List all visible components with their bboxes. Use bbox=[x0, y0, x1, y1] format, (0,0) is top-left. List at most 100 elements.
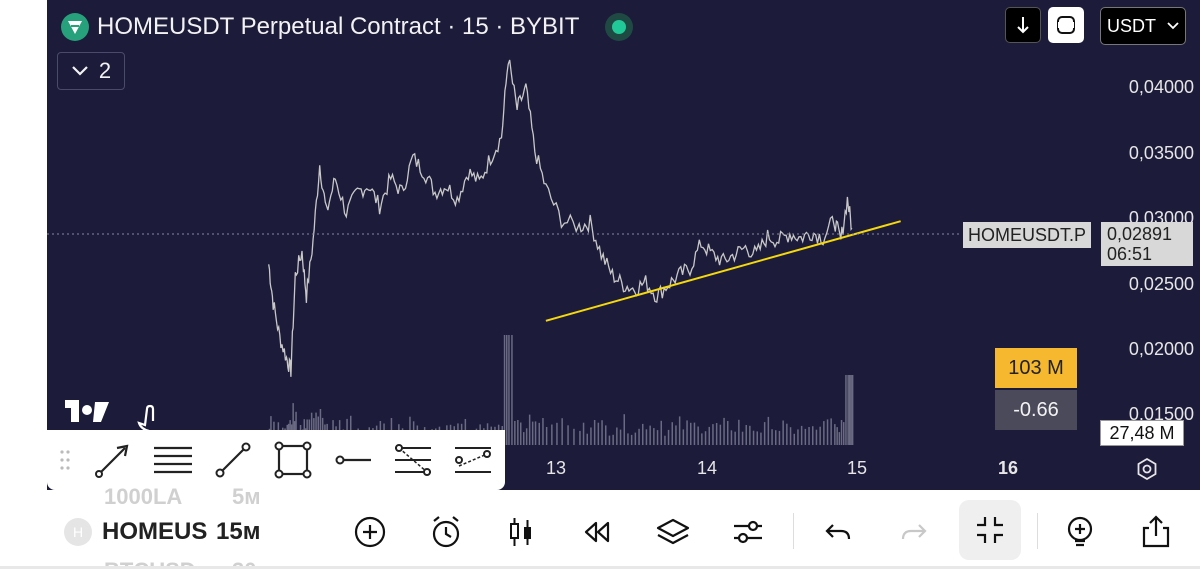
volume-bar bbox=[752, 430, 755, 445]
currency-value: USDT bbox=[1107, 15, 1156, 36]
chevron-down-icon bbox=[1167, 22, 1179, 30]
candlestick-icon bbox=[510, 518, 531, 546]
share-button[interactable] bbox=[1136, 512, 1176, 552]
symbol-picker[interactable]: H HOMEUS 15м bbox=[64, 518, 260, 546]
bottom-border bbox=[0, 566, 1200, 569]
chart-title-text: HOMEUSDT Perpetual Contract · 15 · BYBIT bbox=[97, 13, 580, 40]
line-segment-icon bbox=[215, 442, 251, 478]
change-tag: -0.66 bbox=[995, 390, 1077, 430]
volume-bar bbox=[763, 422, 766, 445]
replay-button[interactable] bbox=[577, 512, 617, 552]
price-series-line bbox=[268, 59, 853, 377]
redo-button[interactable] bbox=[894, 512, 934, 552]
volume-bar bbox=[619, 429, 622, 445]
volume-bar bbox=[708, 426, 710, 445]
volume-bar bbox=[630, 434, 633, 445]
drawing-toolbar bbox=[47, 430, 505, 490]
volume-bar bbox=[771, 429, 773, 445]
volume-bar bbox=[514, 421, 516, 445]
time-axis-label-bold: 16 bbox=[998, 458, 1019, 478]
symbol-name: HOMEUS bbox=[102, 518, 208, 545]
time-axis-label: 14 bbox=[697, 458, 718, 478]
volume-bar bbox=[838, 432, 841, 445]
layers-button[interactable] bbox=[653, 512, 693, 552]
volume-bar bbox=[561, 418, 563, 445]
fullscreen-button[interactable] bbox=[1048, 7, 1084, 43]
ideas-button[interactable] bbox=[1060, 512, 1100, 552]
line-segment-tool[interactable] bbox=[203, 436, 263, 484]
parallel-channel-tool[interactable] bbox=[443, 436, 503, 484]
volume-bar bbox=[782, 420, 784, 445]
volume-bar bbox=[697, 426, 699, 445]
volume-bar bbox=[503, 335, 506, 445]
hand-cursor-icon bbox=[137, 404, 155, 433]
price-axis-label: 0,02000 bbox=[1128, 339, 1194, 359]
market-status-icon[interactable] bbox=[605, 13, 634, 41]
volume-bar bbox=[678, 416, 681, 445]
volume-bar bbox=[605, 425, 607, 445]
ghost-symbol-below: BTCUSD bbox=[104, 558, 206, 569]
volume-bar bbox=[701, 433, 703, 445]
volume-bar bbox=[767, 416, 770, 445]
volume-bar bbox=[660, 420, 662, 445]
volume-bar bbox=[638, 428, 640, 445]
currency-select[interactable]: USDT bbox=[1100, 7, 1186, 45]
bar-countdown: 06:51 bbox=[1107, 244, 1153, 264]
layers-icon bbox=[656, 518, 690, 545]
volume-bar bbox=[738, 419, 740, 445]
volume-bar bbox=[542, 418, 544, 445]
ghost-interval-below: 30м bbox=[232, 558, 273, 569]
volume-bar bbox=[517, 420, 519, 445]
volume-bar bbox=[797, 429, 799, 445]
chart-title[interactable]: HOMEUSDT Perpetual Contract · 15 · BYBIT bbox=[61, 12, 634, 42]
arrow-down-icon bbox=[1017, 17, 1029, 34]
volume-bar bbox=[612, 434, 614, 445]
volume-bar bbox=[727, 421, 729, 445]
rectangle-tool[interactable] bbox=[263, 436, 323, 484]
time-axis-label: 15 bbox=[847, 458, 868, 478]
horizontal-lines-tool[interactable] bbox=[143, 436, 203, 484]
fullscreen-icon bbox=[1057, 16, 1075, 34]
drag-handle-icon[interactable] bbox=[47, 449, 83, 471]
rewind-icon bbox=[584, 521, 610, 543]
volume-bar bbox=[686, 420, 688, 445]
volume-bar bbox=[823, 421, 825, 445]
volume-bar bbox=[627, 433, 629, 445]
alert-button[interactable] bbox=[426, 512, 466, 552]
trend-line-tool[interactable] bbox=[83, 436, 143, 484]
volume-bar bbox=[675, 425, 677, 445]
chevron-down-icon bbox=[72, 66, 88, 76]
volume-bar bbox=[800, 425, 803, 445]
volume-bar bbox=[601, 420, 603, 445]
chart-type-button[interactable] bbox=[501, 512, 541, 552]
last-price: 0,02891 bbox=[1107, 224, 1173, 244]
volume-bar bbox=[511, 335, 513, 445]
support-trendline[interactable] bbox=[545, 220, 901, 322]
rectangle-icon bbox=[274, 441, 312, 479]
scroll-to-latest-button[interactable] bbox=[1005, 7, 1041, 43]
horizontal-ray-tool[interactable] bbox=[323, 436, 383, 484]
add-symbol-button[interactable] bbox=[350, 512, 390, 552]
volume-bar bbox=[319, 409, 322, 445]
plus-circle-icon bbox=[354, 516, 386, 548]
undo-button[interactable] bbox=[818, 512, 858, 552]
volume-bar bbox=[538, 422, 540, 445]
symbol-logo-icon: H bbox=[64, 518, 92, 546]
chart-settings-icon[interactable] bbox=[1135, 457, 1159, 481]
interval-picker[interactable]: 15м bbox=[216, 518, 261, 545]
volume-bar bbox=[789, 427, 792, 445]
indicators-toggle-button[interactable]: 2 bbox=[57, 52, 125, 90]
volume-bar bbox=[836, 427, 838, 445]
ghost-interval-above: 5м bbox=[232, 484, 261, 506]
volume-bar bbox=[642, 423, 644, 445]
volume-bar bbox=[793, 433, 795, 445]
exit-fullscreen-button[interactable] bbox=[959, 500, 1021, 560]
volume-bar bbox=[656, 430, 659, 445]
volume-bar bbox=[645, 429, 648, 445]
volume-bar bbox=[593, 420, 596, 445]
undo-icon bbox=[825, 524, 851, 540]
fib-retracement-tool[interactable] bbox=[383, 436, 443, 484]
indicators-settings-button[interactable] bbox=[728, 512, 768, 552]
volume-bar bbox=[840, 420, 843, 445]
price-chart[interactable]: HOMEUSDT Perpetual Contract · 15 · BYBIT… bbox=[47, 0, 1200, 490]
